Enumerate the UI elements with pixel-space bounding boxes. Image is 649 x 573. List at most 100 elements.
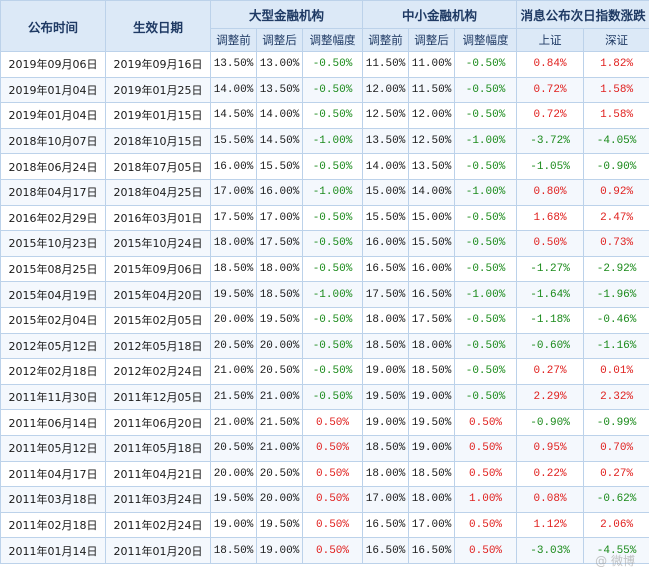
header-small-change: 调整幅度 (454, 28, 518, 52)
header-announce-date: 公布时间 (0, 0, 106, 52)
header-large-change: 调整幅度 (301, 28, 364, 52)
cell-small-change: -0.50% (454, 230, 518, 257)
cell-small-after: 17.00% (408, 511, 456, 539)
table-row: 2011年03月18日 2011年03月24日 19.50% 20.00% 0.50% 1… (0, 486, 649, 513)
cell-large-after: 13.00% (256, 51, 303, 78)
cell-shanghai-change: -3.72% (516, 127, 585, 155)
cell-effective-date: 2012年02月24日 (105, 358, 211, 385)
header-shenzhen: 深证 (583, 28, 649, 52)
table-row: 2015年10月23日 2015年10月24日 18.00% 17.50% -0.50%… (0, 230, 649, 257)
cell-announce-date: 2016年02月29日 (0, 204, 106, 232)
cell-small-after: 17.50% (408, 306, 456, 334)
cell-shenzhen-change: 0.70% (583, 434, 649, 462)
cell-small-before: 19.00% (362, 358, 410, 385)
cell-large-before: 20.50% (210, 332, 257, 360)
cell-small-change: -0.50% (454, 153, 518, 180)
cell-shanghai-change: 1.12% (516, 511, 585, 539)
cell-small-before: 17.50% (362, 281, 410, 308)
cell-large-change: -0.50% (301, 306, 364, 334)
cell-shenzhen-change: -0.62% (583, 486, 649, 513)
cell-large-before: 16.00% (210, 153, 257, 180)
cell-small-before: 18.50% (362, 332, 410, 360)
cell-large-change: -0.50% (301, 76, 364, 104)
cell-large-before: 21.00% (210, 358, 257, 385)
cell-small-after: 19.00% (408, 383, 456, 411)
cell-announce-date: 2012年05月12日 (0, 332, 106, 360)
cell-announce-date: 2018年04月17日 (0, 178, 106, 206)
cell-announce-date: 2012年02月18日 (0, 358, 106, 385)
cell-small-before: 18.00% (362, 460, 410, 488)
cell-large-after: 19.50% (256, 511, 303, 539)
cell-announce-date: 2011年02月18日 (0, 511, 106, 539)
table-row: 2015年04月19日 2015年04月20日 19.50% 18.50% -1.00%… (0, 281, 649, 308)
cell-small-after: 16.00% (408, 255, 456, 283)
cell-large-change: -0.50% (301, 204, 364, 232)
cell-small-after: 11.00% (408, 51, 456, 78)
cell-large-before: 17.00% (210, 178, 257, 206)
cell-large-after: 13.50% (256, 76, 303, 104)
table-row: 2011年02月18日 2011年02月24日 19.00% 19.50% 0.50% 1… (0, 511, 649, 539)
cell-shanghai-change: 0.80% (516, 178, 585, 206)
cell-large-after: 19.50% (256, 306, 303, 334)
cell-small-after: 18.50% (408, 460, 456, 488)
cell-large-after: 20.00% (256, 486, 303, 513)
cell-small-change: -0.50% (454, 306, 518, 334)
cell-large-change: -0.50% (301, 51, 364, 78)
cell-large-change: -1.00% (301, 178, 364, 206)
cell-shanghai-change: -1.05% (516, 153, 585, 180)
cell-small-change: 0.50% (454, 409, 518, 436)
cell-shenzhen-change: -0.90% (583, 153, 649, 180)
cell-shanghai-change: 1.68% (516, 204, 585, 232)
cell-effective-date: 2011年03月24日 (105, 486, 211, 513)
cell-large-after: 17.00% (256, 204, 303, 232)
cell-effective-date: 2018年07月05日 (105, 153, 211, 180)
cell-large-before: 17.50% (210, 204, 257, 232)
cell-small-after: 14.00% (408, 178, 456, 206)
cell-small-before: 19.00% (362, 409, 410, 436)
cell-small-after: 13.50% (408, 153, 456, 180)
header-small-after: 调整后 (408, 28, 456, 52)
header-large-institutions: 大型金融机构 (209, 0, 364, 29)
cell-small-before: 14.00% (362, 153, 410, 180)
cell-small-before: 12.50% (362, 102, 410, 129)
cell-announce-date: 2019年09月06日 (0, 51, 106, 78)
cell-shenzhen-change: -4.55% (583, 537, 649, 564)
cell-shanghai-change: 0.95% (516, 434, 585, 462)
cell-small-change: 1.00% (454, 486, 518, 513)
cell-shenzhen-change: -1.96% (583, 281, 649, 308)
cell-small-before: 17.00% (362, 486, 410, 513)
cell-large-change: -0.50% (301, 255, 364, 283)
header-small-before: 调整前 (362, 28, 410, 52)
cell-small-before: 16.00% (362, 230, 410, 257)
cell-large-change: 0.50% (301, 511, 364, 539)
cell-large-change: -0.50% (301, 230, 364, 257)
cell-shenzhen-change: 2.47% (583, 204, 649, 232)
header-index-change: 消息公布次日指数涨跌 (516, 0, 649, 29)
cell-announce-date: 2018年10月07日 (0, 127, 106, 155)
cell-announce-date: 2011年03月18日 (0, 486, 106, 513)
cell-large-before: 18.00% (210, 230, 257, 257)
cell-small-before: 18.00% (362, 306, 410, 334)
cell-large-before: 18.50% (210, 537, 257, 564)
cell-shenzhen-change: 1.82% (583, 51, 649, 78)
cell-large-after: 14.50% (256, 127, 303, 155)
cell-shanghai-change: -1.27% (516, 255, 585, 283)
cell-small-change: -0.50% (454, 102, 518, 129)
header-small-institutions: 中小金融机构 (362, 0, 518, 29)
header-large-before: 调整前 (210, 28, 257, 52)
cell-large-after: 21.50% (256, 409, 303, 436)
cell-small-before: 18.50% (362, 434, 410, 462)
cell-announce-date: 2015年04月19日 (0, 281, 106, 308)
cell-announce-date: 2011年01月14日 (0, 537, 106, 564)
cell-small-change: -0.50% (454, 76, 518, 104)
cell-large-before: 21.50% (210, 383, 257, 411)
cell-small-change: -0.50% (454, 255, 518, 283)
cell-shanghai-change: -0.90% (516, 409, 585, 436)
cell-announce-date: 2011年06月14日 (0, 409, 106, 436)
cell-large-after: 16.00% (256, 178, 303, 206)
cell-effective-date: 2011年06月20日 (105, 409, 211, 436)
cell-announce-date: 2019年01月04日 (0, 76, 106, 104)
cell-large-after: 21.00% (256, 383, 303, 411)
cell-large-change: 0.50% (301, 460, 364, 488)
